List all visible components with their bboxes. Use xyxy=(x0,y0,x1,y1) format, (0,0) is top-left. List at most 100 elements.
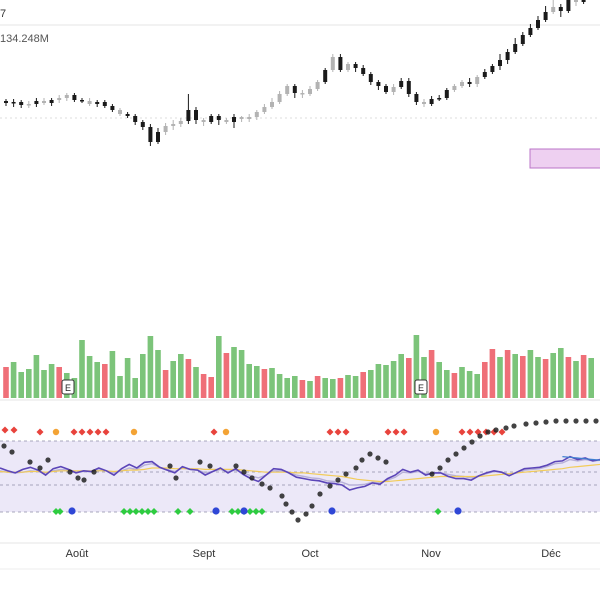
candle-body xyxy=(315,82,320,89)
signal-dot-dark xyxy=(295,517,301,523)
candle-body xyxy=(178,121,183,124)
signal-dot-dark xyxy=(309,503,315,509)
signal-diamond xyxy=(210,428,218,436)
candle-body xyxy=(148,127,153,142)
candle-body xyxy=(224,120,229,122)
earnings-marker-label: E xyxy=(65,383,71,393)
volume-bar xyxy=(208,377,214,398)
volume-bar xyxy=(56,367,62,398)
indicator-line-overlay xyxy=(562,456,600,461)
candle-body xyxy=(171,124,176,126)
candle-body xyxy=(330,57,335,70)
volume-bar xyxy=(390,361,397,398)
candle-body xyxy=(482,72,487,77)
signal-dot-dark xyxy=(453,451,459,457)
volume-bar xyxy=(398,354,404,398)
signal-diamond xyxy=(94,428,102,436)
candle-body xyxy=(399,81,404,87)
x-axis-month-dec: Déc xyxy=(541,548,561,560)
signal-dot xyxy=(52,428,60,436)
signal-dot-dark xyxy=(249,475,255,481)
signal-dot-dark xyxy=(511,423,517,429)
signal-dot-dark xyxy=(267,485,273,491)
signal-diamond-green xyxy=(234,508,242,515)
volume-bar xyxy=(200,374,207,398)
candle-body xyxy=(118,110,122,114)
volume-bar xyxy=(246,364,252,398)
volume-bar xyxy=(337,378,344,398)
candle-body xyxy=(391,87,396,92)
signal-diamond-green xyxy=(132,508,140,515)
signal-dot-blue xyxy=(212,507,220,515)
indicator-band xyxy=(0,441,600,512)
volume-bar xyxy=(109,351,116,398)
candle-body xyxy=(346,64,350,70)
signal-dot-blue xyxy=(328,507,336,515)
volume-bar xyxy=(512,354,518,398)
candle-body xyxy=(384,86,388,92)
candle-body xyxy=(414,94,419,102)
signal-diamond-green xyxy=(186,508,194,515)
candle-body xyxy=(140,122,145,127)
volume-bar xyxy=(33,355,40,398)
signal-diamond xyxy=(70,428,78,436)
volume-bar xyxy=(550,353,556,398)
signal-dot-dark xyxy=(583,418,589,424)
candle-body xyxy=(361,68,366,74)
signal-dot-dark xyxy=(503,425,509,431)
candle-body xyxy=(209,116,214,122)
candle-body xyxy=(543,12,548,20)
signal-dot-dark xyxy=(259,481,265,487)
candle-body xyxy=(201,120,206,122)
signal-dot-dark xyxy=(91,469,97,475)
volume-bar xyxy=(520,356,526,398)
candle-body xyxy=(353,64,358,68)
signal-diamond xyxy=(498,428,506,436)
candle-body xyxy=(239,117,244,119)
earnings-marker xyxy=(414,379,428,395)
signal-dot-dark xyxy=(563,418,569,424)
volume-bar xyxy=(178,354,184,398)
earnings-marker-label: E xyxy=(418,383,424,393)
signal-diamond xyxy=(458,428,466,436)
signal-dot-dark xyxy=(283,501,289,507)
signal-diamond-green xyxy=(150,508,158,515)
signal-dot-dark xyxy=(75,475,81,481)
candle-body xyxy=(444,90,449,98)
candle-body xyxy=(64,95,69,98)
volume-bar xyxy=(375,364,382,398)
indicator-line-main xyxy=(0,455,600,491)
volume-bar xyxy=(276,374,283,398)
signal-dot-blue xyxy=(240,507,248,515)
volume-bar xyxy=(527,350,534,398)
signal-dot xyxy=(130,428,138,436)
volume-bar xyxy=(223,353,230,398)
candle-body xyxy=(368,74,373,82)
volume-bar xyxy=(459,367,465,398)
x-axis-month-nov: Nov xyxy=(421,548,441,560)
volume-bar xyxy=(79,340,85,398)
signal-dot-dark xyxy=(437,465,443,471)
signal-diamond-green xyxy=(144,508,152,515)
candle-body xyxy=(460,82,464,86)
volume-bar xyxy=(185,359,192,398)
signal-dot-dark xyxy=(45,457,51,463)
volume-bar xyxy=(451,373,458,398)
signal-dot-dark xyxy=(523,421,529,427)
candle-body xyxy=(292,86,297,93)
candle-body xyxy=(437,98,442,100)
volume-bar xyxy=(48,364,55,398)
signal-dot-blue xyxy=(454,507,462,515)
volume-bar xyxy=(254,366,260,398)
signal-dot-dark xyxy=(429,471,435,477)
signal-dot-dark xyxy=(573,418,579,424)
signal-diamond-green xyxy=(174,508,182,515)
volume-bar xyxy=(193,367,199,398)
volume-bar xyxy=(413,335,420,398)
signal-diamond-green xyxy=(52,508,60,515)
signal-dot-dark xyxy=(367,451,373,457)
signal-diamond xyxy=(10,426,18,434)
signal-diamond xyxy=(384,428,392,436)
signal-diamond-green xyxy=(56,508,64,515)
